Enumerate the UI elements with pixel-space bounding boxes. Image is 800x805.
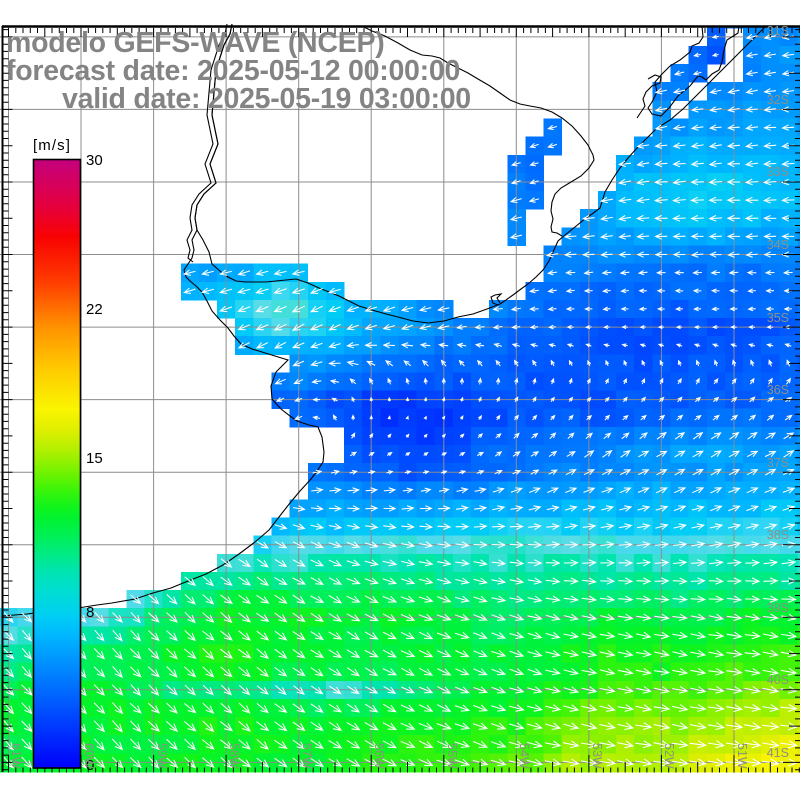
svg-text:55W: 55W xyxy=(445,743,459,769)
svg-text:30: 30 xyxy=(86,152,103,169)
svg-text:52W: 52W xyxy=(662,743,676,769)
svg-text:31S: 31S xyxy=(767,24,789,38)
svg-text:33S: 33S xyxy=(767,165,789,179)
svg-text:56W: 56W xyxy=(372,743,386,769)
svg-text:57W: 57W xyxy=(300,743,314,769)
svg-text:39S: 39S xyxy=(767,601,789,615)
svg-text:54W: 54W xyxy=(517,743,531,769)
svg-text:valid date: 2025-05-19 03:00:0: valid date: 2025-05-19 03:00:00 xyxy=(62,83,471,115)
svg-text:35S: 35S xyxy=(767,311,789,325)
svg-text:38S: 38S xyxy=(767,528,789,542)
svg-text:61W: 61W xyxy=(9,743,23,769)
svg-text:32S: 32S xyxy=(767,93,789,107)
svg-text:36S: 36S xyxy=(767,383,789,397)
svg-text:58W: 58W xyxy=(227,743,241,769)
svg-text:15: 15 xyxy=(86,450,103,467)
svg-text:40S: 40S xyxy=(767,673,789,687)
svg-text:59W: 59W xyxy=(155,743,169,769)
svg-text:41S: 41S xyxy=(767,746,789,760)
svg-text:8: 8 xyxy=(86,604,94,621)
svg-text:[m/s]: [m/s] xyxy=(33,137,71,154)
svg-text:22: 22 xyxy=(86,301,103,318)
svg-text:51W: 51W xyxy=(735,743,749,769)
svg-text:53W: 53W xyxy=(590,743,604,769)
svg-text:60W: 60W xyxy=(82,743,96,769)
svg-text:37S: 37S xyxy=(767,456,789,470)
svg-text:34S: 34S xyxy=(767,238,789,252)
